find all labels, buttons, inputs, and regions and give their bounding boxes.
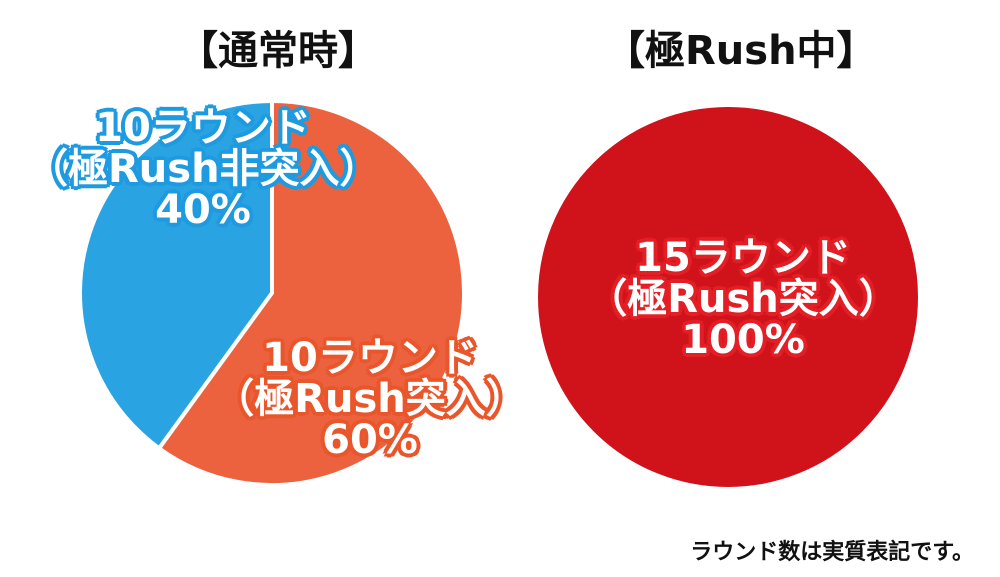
slice-label-round: 15ラウンド (635, 235, 851, 281)
pie-slice-0-0 (78, 98, 274, 452)
pie-chart-normal (78, 98, 466, 487)
slice-label-rush-status: （極Rush非突入） (28, 145, 380, 192)
slice-label-rush-status: （極Rush突入） (214, 375, 526, 422)
pie-slice-1-0 (534, 103, 922, 491)
pie-slice-0-1 (156, 98, 466, 487)
chart-title-rush: 【極Rush中】 (605, 28, 877, 74)
pie-chart-rush (534, 103, 922, 491)
slice-label-round: 10ラウンド (262, 335, 478, 381)
slice-label-rush-15r: 15ラウンド （極Rush突入） 100% (568, 238, 918, 360)
slice-label-percent: 100% (681, 316, 805, 363)
slice-label-rush-status: （極Rush突入） (587, 275, 899, 322)
slice-label-percent: 60% (322, 416, 418, 463)
footnote: ラウンド数は実質表記です。 (690, 540, 974, 565)
slice-label-round: 10ラウンド (95, 105, 311, 151)
slice-label-percent: 40% (155, 186, 251, 233)
chart-title-normal: 【通常時】 (178, 28, 378, 74)
slice-label-non-rush: 10ラウンド （極Rush非突入） 40% (28, 105, 380, 233)
slice-label-rush-entry: 10ラウンド （極Rush突入） 60% (205, 338, 535, 460)
